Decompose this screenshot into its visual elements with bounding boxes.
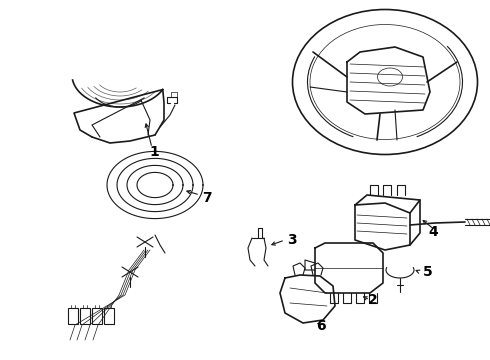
Bar — [68, 308, 78, 324]
Text: 4: 4 — [428, 225, 438, 239]
Text: 7: 7 — [202, 191, 212, 205]
Bar — [104, 308, 114, 324]
Text: 6: 6 — [316, 319, 326, 333]
Bar — [92, 308, 102, 324]
Text: 2: 2 — [368, 293, 378, 307]
Text: 5: 5 — [423, 265, 433, 279]
Text: 3: 3 — [287, 233, 297, 247]
Text: 1: 1 — [149, 145, 159, 159]
Bar — [80, 308, 90, 324]
